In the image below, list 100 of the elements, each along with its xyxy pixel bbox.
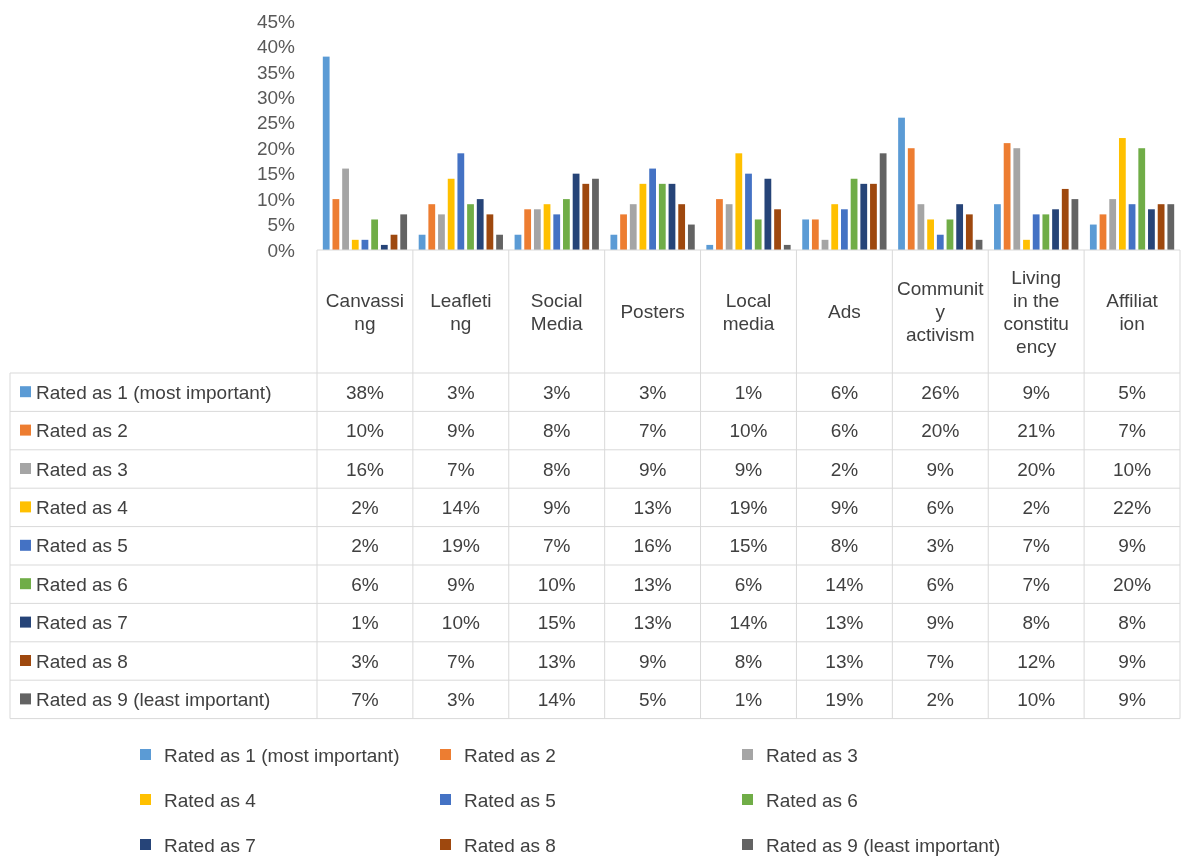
data-label: 13% <box>537 650 576 672</box>
legend-label: Rated as 1 (most important) <box>36 381 272 403</box>
legend-label: Rated as 5 <box>36 535 128 557</box>
bar <box>620 214 627 250</box>
data-label: 3% <box>926 535 955 557</box>
bar <box>457 153 465 250</box>
bar <box>1032 214 1040 250</box>
bar <box>725 204 733 250</box>
data-label: 9% <box>1118 535 1146 557</box>
data-label: 7% <box>1022 573 1050 595</box>
data-label: 9% <box>926 458 955 480</box>
data-label: 19% <box>441 535 480 557</box>
data-label: 7% <box>447 650 475 672</box>
bar <box>841 209 848 250</box>
bar <box>467 204 474 250</box>
y-tick-label: 45% <box>256 10 296 32</box>
x-tick-label: Ads <box>828 301 861 323</box>
bar <box>860 183 868 250</box>
bar <box>496 234 503 250</box>
bar <box>1138 148 1146 250</box>
data-label: 9% <box>1022 381 1050 403</box>
x-tick-label: Posters <box>620 301 685 323</box>
data-label: 13% <box>825 650 864 672</box>
text: Rated as 1 (most important) <box>164 744 400 766</box>
data-label: 9% <box>734 458 763 480</box>
data-label: 14% <box>825 573 864 595</box>
data-label: 7% <box>1118 420 1146 442</box>
data-label: 7% <box>351 689 379 711</box>
legend-label: Rated as 2 <box>36 420 128 442</box>
data-label: 8% <box>542 458 571 480</box>
bar <box>658 183 666 250</box>
data-label: 13% <box>633 573 672 595</box>
x-tick-label: Leafleting <box>430 289 492 334</box>
data-label: 1% <box>734 381 763 403</box>
data-label: 3% <box>447 381 475 403</box>
bar <box>716 199 723 250</box>
y-tick-label: 0% <box>267 239 296 261</box>
y-tick-label: 25% <box>256 112 296 134</box>
bar <box>592 178 599 250</box>
bar <box>745 173 752 250</box>
data-label: 20% <box>921 420 960 442</box>
data-label: 8% <box>542 420 571 442</box>
data-label: 2% <box>351 497 379 519</box>
bar <box>1118 138 1126 250</box>
bar <box>927 219 934 250</box>
data-label: 15% <box>537 612 576 634</box>
data-label: 9% <box>926 612 955 634</box>
data-label: 7% <box>638 420 667 442</box>
data-label: 12% <box>1017 650 1056 672</box>
bar <box>322 56 330 250</box>
data-label: 10% <box>441 612 480 634</box>
bar <box>1148 209 1155 250</box>
bar <box>400 214 408 250</box>
bar <box>956 204 964 250</box>
bar <box>879 153 887 250</box>
legend-label: Rated as 9 (least important) <box>36 689 271 711</box>
data-label: 9% <box>638 650 667 672</box>
data-label: 20% <box>1017 458 1056 480</box>
data-label: 13% <box>825 612 864 634</box>
data-label: 2% <box>351 535 379 557</box>
x-tick-label: Community activism <box>896 278 985 346</box>
data-label: 10% <box>1113 458 1152 480</box>
x-tick-label: Canvassing <box>325 289 405 334</box>
data-label: 6% <box>734 573 763 595</box>
bar <box>342 168 349 250</box>
data-label: 13% <box>633 612 672 634</box>
data-label: 5% <box>1118 381 1146 403</box>
bar <box>351 239 359 250</box>
data-label: 6% <box>926 497 955 519</box>
legend-label: Rated as 6 <box>36 573 128 595</box>
legend-label: Rated as 8 <box>36 650 128 672</box>
bar <box>907 148 915 250</box>
data-label: 38% <box>345 381 385 403</box>
data-label: 7% <box>926 650 955 672</box>
text: Rated as 7 <box>164 834 256 856</box>
data-label: 13% <box>633 497 672 519</box>
bar <box>898 117 905 250</box>
bar <box>428 204 436 250</box>
bar <box>524 209 532 250</box>
data-label: 2% <box>830 458 859 480</box>
data-label: 8% <box>830 535 859 557</box>
bar <box>1157 204 1165 250</box>
bar <box>802 219 810 250</box>
data-label: 10% <box>1017 689 1056 711</box>
bar <box>332 199 340 250</box>
data-label: 1% <box>351 612 379 634</box>
data-label: 6% <box>351 573 379 595</box>
bar <box>533 209 541 250</box>
data-label: 7% <box>447 458 475 480</box>
y-tick-label: 30% <box>256 86 296 108</box>
data-label: 3% <box>447 689 475 711</box>
data-label: 22% <box>1113 497 1152 519</box>
bar <box>582 183 590 250</box>
data-label: 9% <box>447 420 475 442</box>
data-label: 14% <box>537 689 576 711</box>
bar <box>754 219 762 250</box>
bar <box>965 214 973 250</box>
text: Rated as 9 (least important) <box>766 834 1001 856</box>
y-tick-label: 20% <box>256 137 296 159</box>
data-label: 5% <box>638 689 667 711</box>
